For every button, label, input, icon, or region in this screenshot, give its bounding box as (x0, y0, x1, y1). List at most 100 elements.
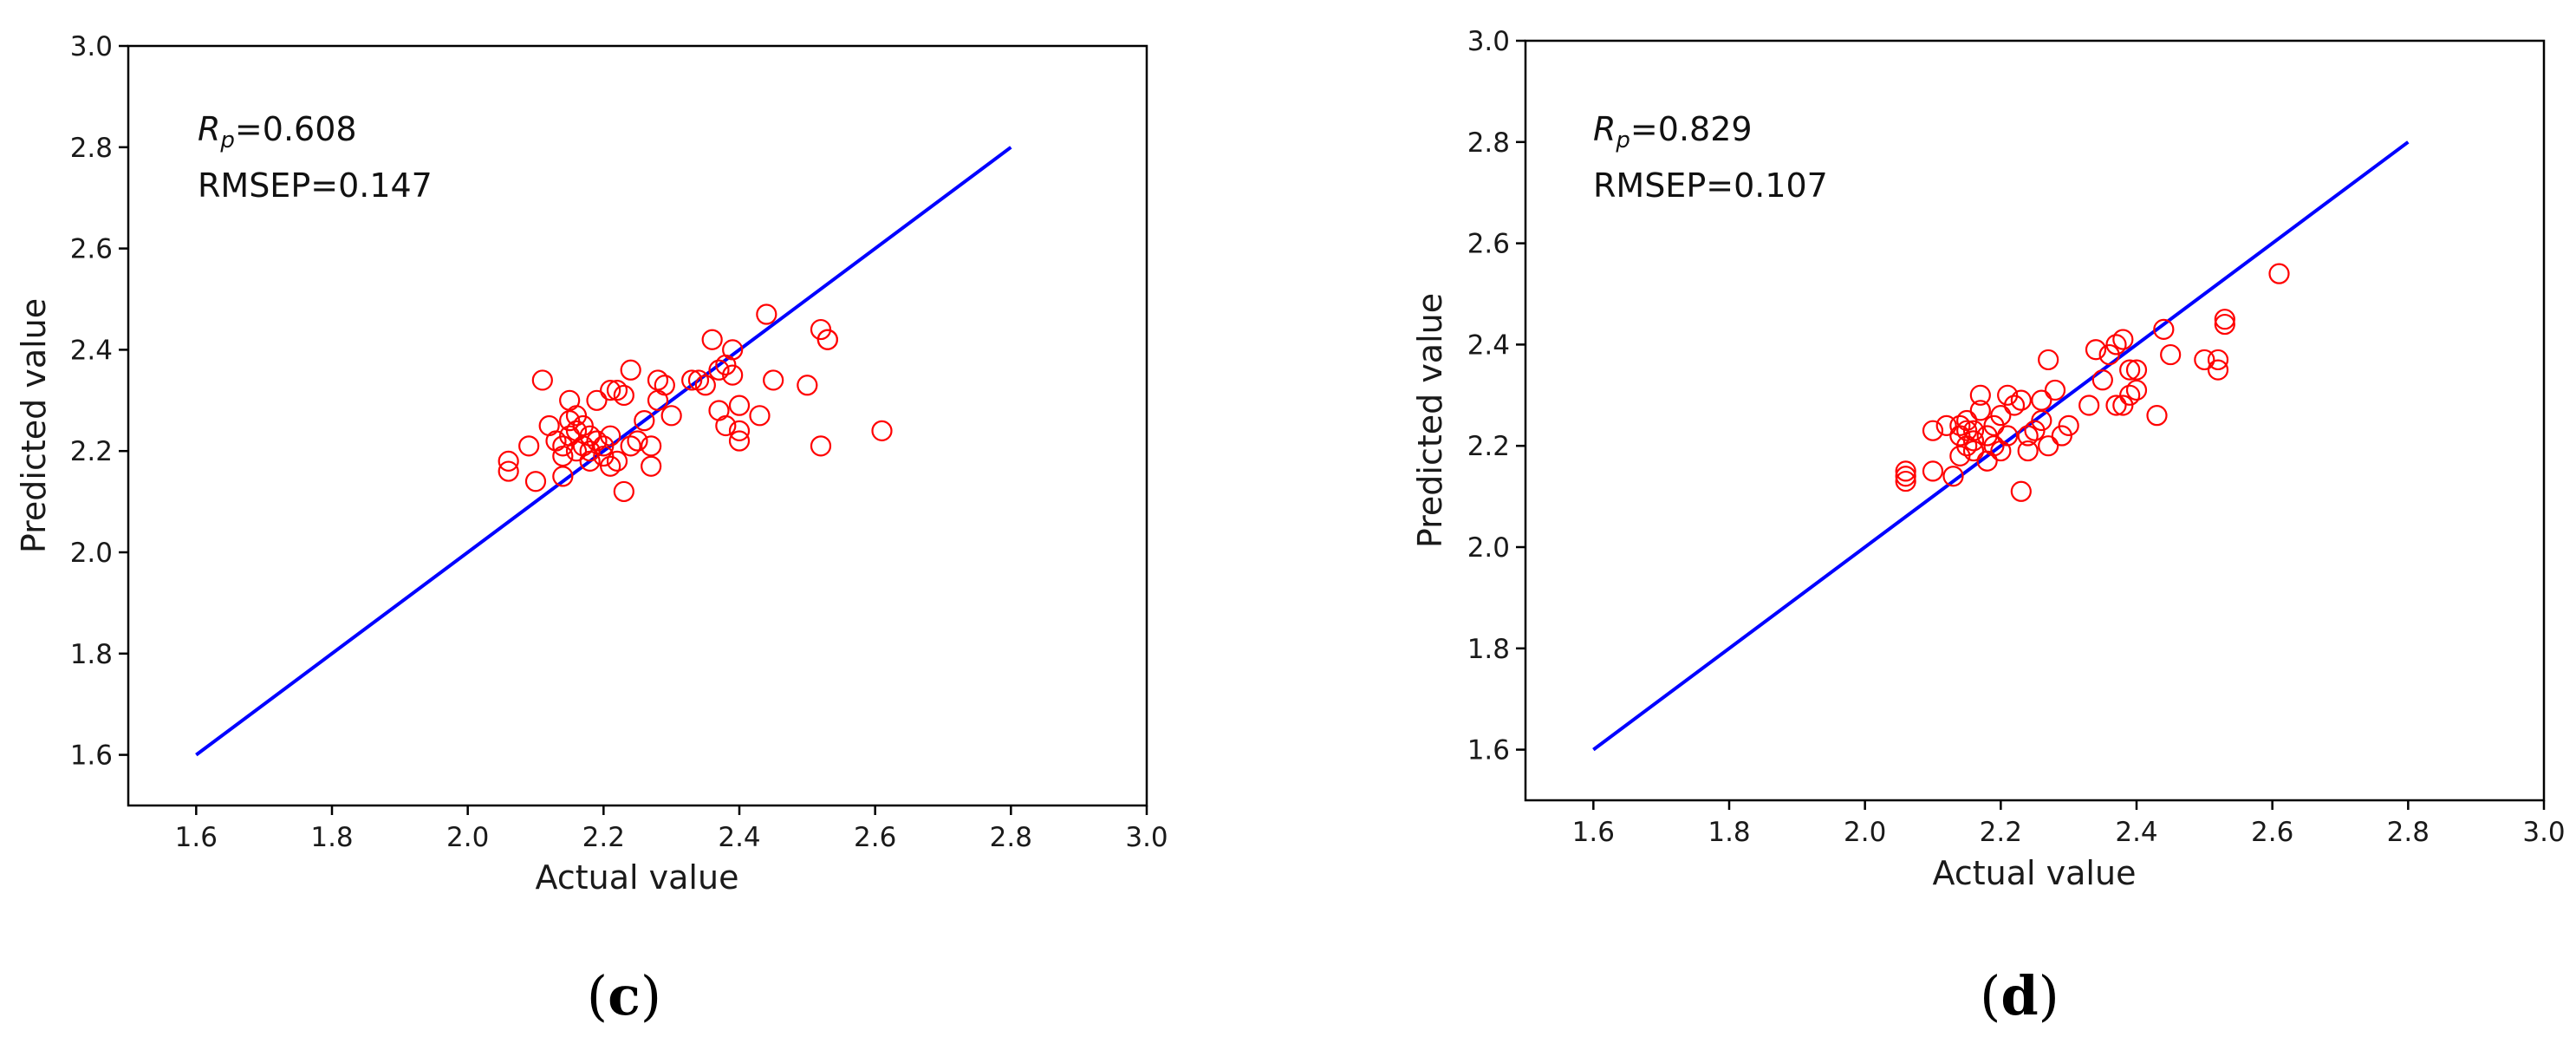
rp-annotation-c: Rp=0.608 (198, 110, 357, 153)
data-point-c-24 (593, 445, 615, 467)
data-point-c-54 (728, 420, 751, 441)
data-point-c-12 (559, 410, 581, 432)
data-point-c-31 (613, 480, 634, 503)
data-point-d-46 (2112, 395, 2134, 416)
data-point-d-24 (1997, 384, 2019, 406)
x-tick-label-d-1: 1.8 (1708, 817, 1750, 848)
data-point-c-28 (606, 380, 628, 401)
data-point-d-9 (1949, 414, 1971, 436)
data-point-d-17 (1969, 384, 1991, 406)
y-tick-label-c-2: 2.0 (70, 538, 113, 569)
data-point-c-2 (518, 435, 540, 457)
data-point-c-32 (620, 359, 641, 381)
data-point-c-11 (559, 389, 581, 411)
data-point-d-4 (1922, 460, 1944, 482)
data-point-d-56 (2207, 359, 2229, 381)
data-point-c-22 (586, 389, 608, 411)
data-point-c-47 (708, 359, 730, 381)
data-point-d-45 (2112, 329, 2134, 350)
y-tick-label-d-2: 2.0 (1467, 532, 1510, 564)
data-point-c-37 (641, 455, 662, 477)
data-point-d-41 (2091, 369, 2113, 391)
data-point-d-53 (2160, 343, 2182, 366)
y-tick-label-c-7: 3.0 (70, 31, 113, 62)
data-point-d-40 (2085, 339, 2107, 361)
data-point-d-43 (2105, 395, 2127, 416)
data-point-c-40 (654, 375, 675, 396)
data-point-d-21 (1983, 435, 2005, 457)
data-point-c-26 (600, 455, 621, 477)
data-point-d-18 (1976, 425, 1998, 447)
data-point-d-5 (1935, 414, 1957, 436)
x-tick-label-d-7: 3.0 (2522, 817, 2565, 848)
data-point-d-3 (1922, 420, 1944, 441)
rp-symbol: R (1593, 110, 1616, 148)
plot-area-frame-d (1524, 39, 2546, 802)
data-point-c-56 (756, 303, 777, 325)
data-point-c-59 (810, 435, 832, 457)
x-tick-label-c-1: 1.8 (310, 822, 353, 853)
y-tick-label-c-0: 1.6 (70, 740, 113, 772)
data-point-c-57 (763, 369, 784, 391)
x-tick-label-c-2: 2.0 (446, 822, 489, 853)
rp-symbol: R (198, 110, 220, 148)
y-tick-label-c-5: 2.6 (70, 234, 113, 265)
data-point-d-0 (1895, 470, 1916, 492)
x-tick-label-c-7: 3.0 (1125, 822, 1168, 853)
data-point-c-58 (797, 375, 818, 396)
data-point-c-52 (728, 395, 751, 416)
data-point-d-30 (2017, 425, 2039, 447)
data-point-c-50 (722, 339, 744, 361)
data-point-d-28 (2010, 389, 2032, 411)
data-point-d-6 (1942, 466, 1964, 487)
panel-d: 1.6 1.8 2.0 2.2 2.4 2.6 2.8 3.0 1.6 1.8 2.0 2.2 2.4 2… (1411, 26, 2566, 1027)
x-tick-label-d-5: 2.6 (2251, 817, 2293, 848)
data-point-d-32 (2031, 389, 2052, 411)
plot-area-frame-c (127, 44, 1148, 807)
data-point-c-41 (660, 405, 682, 427)
tick-group-c: 1.6 1.8 2.0 2.2 2.4 2.6 2.8 3.0 1.6 1.8 2.0 2.2 2.4 2… (70, 31, 1168, 853)
y-tick-label-c-1: 1.8 (70, 639, 113, 670)
data-point-d-31 (2024, 420, 2046, 441)
x-tick-label-d-0: 1.6 (1572, 817, 1615, 848)
y-tick-label-d-4: 2.4 (1467, 329, 1510, 361)
data-point-c-43 (687, 369, 710, 391)
data-point-c-0 (498, 460, 519, 482)
x-tick-label-d-2: 2.0 (1844, 817, 1886, 848)
y-tick-label-c-4: 2.4 (70, 335, 113, 366)
y-tick-label-d-1: 1.8 (1467, 634, 1510, 665)
x-tick-label-d-4: 2.4 (2115, 817, 2157, 848)
data-point-d-37 (2051, 425, 2072, 447)
data-point-d-49 (2125, 379, 2148, 401)
y-tick-label-c-6: 2.8 (70, 133, 113, 164)
data-point-c-62 (816, 329, 838, 350)
x-axis-title-c: Actual value (536, 858, 739, 897)
x-tick-label-c-6: 2.8 (990, 822, 1032, 853)
data-point-d-36 (2044, 379, 2066, 401)
data-point-d-8 (1949, 445, 1971, 466)
data-point-d-16 (1969, 400, 1991, 421)
data-point-c-6 (545, 430, 567, 452)
x-tick-label-c-4: 2.4 (718, 822, 760, 853)
data-point-d-13 (1962, 430, 1985, 452)
data-point-c-34 (627, 430, 648, 452)
data-point-c-60 (810, 318, 832, 341)
data-point-d-27 (2010, 480, 2032, 502)
data-point-d-50 (2125, 359, 2148, 381)
y-tick-label-d-5: 2.6 (1467, 229, 1510, 260)
panel-label-c: (c) (587, 964, 661, 1027)
data-point-d-58 (2214, 313, 2235, 336)
data-point-d-44 (2105, 334, 2127, 355)
data-point-d-42 (2098, 343, 2120, 366)
rp-subscript: p (1615, 127, 1630, 153)
data-point-c-15 (565, 405, 588, 427)
data-point-c-3 (524, 471, 547, 492)
data-point-d-15 (1962, 420, 1985, 441)
x-tick-label-c-0: 1.6 (175, 822, 218, 853)
data-point-c-25 (600, 380, 621, 401)
data-point-d-33 (2031, 409, 2052, 432)
data-point-c-44 (694, 375, 716, 396)
data-point-d-39 (2078, 395, 2100, 416)
y-axis-title-d: Predicted value (1411, 293, 1449, 548)
data-point-c-46 (708, 400, 730, 421)
